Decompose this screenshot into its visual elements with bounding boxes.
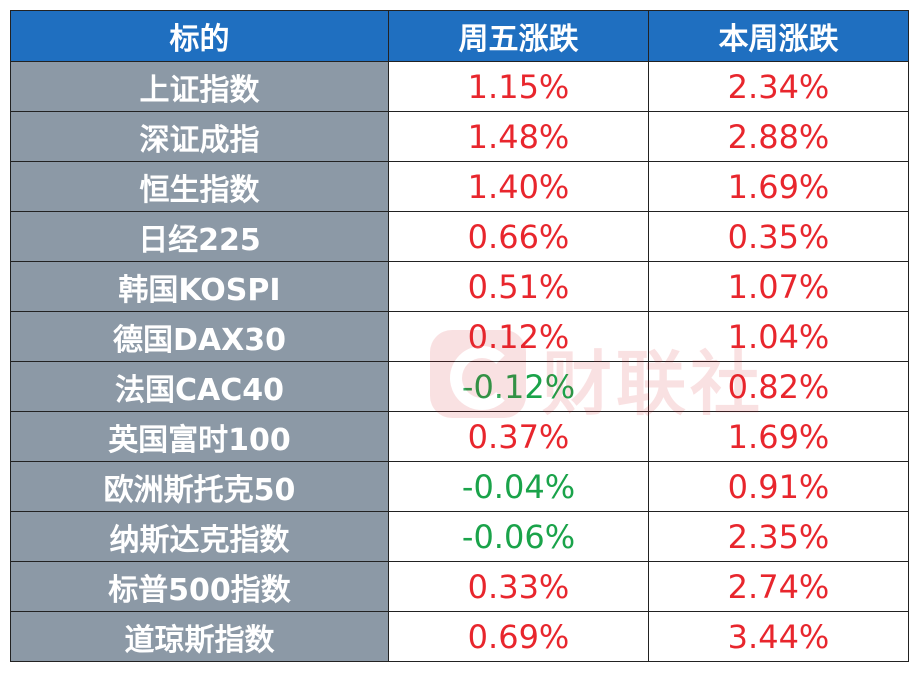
friday-change-cell: -0.04% — [388, 461, 649, 512]
table-row: 道琼斯指数 0.69% 3.44% — [10, 611, 909, 662]
friday-change-cell: 0.69% — [388, 611, 649, 662]
friday-change-cell: 0.37% — [388, 411, 649, 462]
table-row: 德国DAX30 0.12% 1.04% — [10, 311, 909, 362]
table-row: 深证成指 1.48% 2.88% — [10, 111, 909, 162]
header-weekly-change: 本周涨跌 — [648, 10, 909, 62]
friday-change-cell: 0.12% — [388, 311, 649, 362]
weekly-change-cell: 2.35% — [648, 511, 909, 562]
weekly-change-cell: 0.91% — [648, 461, 909, 512]
friday-change-cell: -0.06% — [388, 511, 649, 562]
weekly-change-cell: 2.74% — [648, 561, 909, 612]
weekly-change-cell: 1.04% — [648, 311, 909, 362]
weekly-change-cell: 2.34% — [648, 61, 909, 112]
index-name-cell: 德国DAX30 — [10, 311, 389, 362]
index-name-cell: 日经225 — [10, 211, 389, 262]
index-name-cell: 英国富时100 — [10, 411, 389, 462]
friday-change-cell: 0.51% — [388, 261, 649, 312]
table-row: 欧洲斯托克50 -0.04% 0.91% — [10, 461, 909, 512]
index-name-cell: 恒生指数 — [10, 161, 389, 212]
weekly-change-cell: 3.44% — [648, 611, 909, 662]
friday-change-cell: 0.66% — [388, 211, 649, 262]
weekly-change-cell: 0.35% — [648, 211, 909, 262]
index-name-cell: 韩国KOSPI — [10, 261, 389, 312]
weekly-change-cell: 1.69% — [648, 411, 909, 462]
friday-change-cell: -0.12% — [388, 361, 649, 412]
weekly-change-cell: 2.88% — [648, 111, 909, 162]
market-table-container: 标的 周五涨跌 本周涨跌 上证指数 1.15% 2.34% 深证成指 1.48% 2.88… — [10, 10, 909, 662]
header-friday-change: 周五涨跌 — [388, 10, 649, 62]
index-name-cell: 道琼斯指数 — [10, 611, 389, 662]
index-name-cell: 上证指数 — [10, 61, 389, 112]
friday-change-cell: 1.40% — [388, 161, 649, 212]
index-name-cell: 纳斯达克指数 — [10, 511, 389, 562]
index-name-cell: 标普500指数 — [10, 561, 389, 612]
table-row: 恒生指数 1.40% 1.69% — [10, 161, 909, 212]
weekly-change-cell: 1.07% — [648, 261, 909, 312]
table-row: 日经225 0.66% 0.35% — [10, 211, 909, 262]
index-name-cell: 深证成指 — [10, 111, 389, 162]
friday-change-cell: 0.33% — [388, 561, 649, 612]
header-target: 标的 — [10, 10, 389, 62]
weekly-change-cell: 0.82% — [648, 361, 909, 412]
index-name-cell: 欧洲斯托克50 — [10, 461, 389, 512]
table-row: 纳斯达克指数 -0.06% 2.35% — [10, 511, 909, 562]
friday-change-cell: 1.15% — [388, 61, 649, 112]
table-header-row: 标的 周五涨跌 本周涨跌 — [10, 10, 909, 62]
friday-change-cell: 1.48% — [388, 111, 649, 162]
market-change-table: 标的 周五涨跌 本周涨跌 上证指数 1.15% 2.34% 深证成指 1.48% 2.88… — [10, 10, 909, 662]
index-name-cell: 法国CAC40 — [10, 361, 389, 412]
table-row: 英国富时100 0.37% 1.69% — [10, 411, 909, 462]
table-row: 韩国KOSPI 0.51% 1.07% — [10, 261, 909, 312]
table-row: 法国CAC40 -0.12% 0.82% — [10, 361, 909, 412]
weekly-change-cell: 1.69% — [648, 161, 909, 212]
table-row: 上证指数 1.15% 2.34% — [10, 61, 909, 112]
table-row: 标普500指数 0.33% 2.74% — [10, 561, 909, 612]
